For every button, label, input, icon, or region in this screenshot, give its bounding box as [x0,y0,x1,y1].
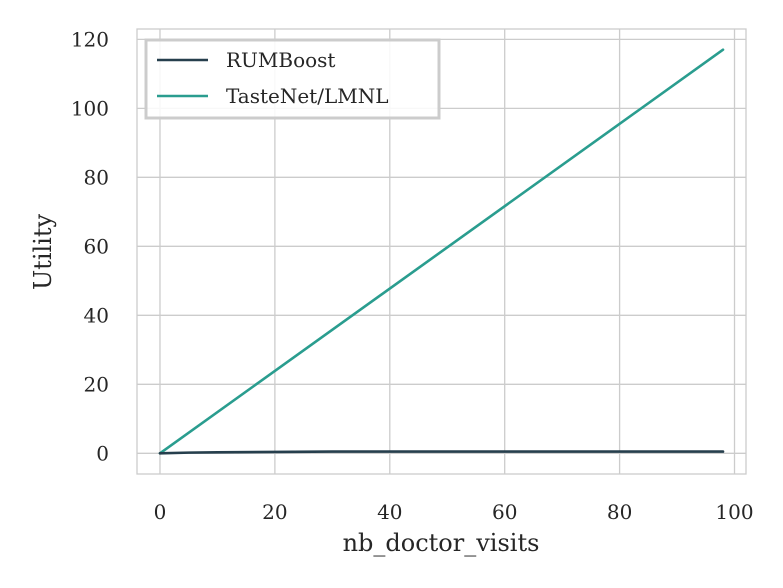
x-tick-label: 80 [607,500,632,524]
series-line-rumboost [158,450,725,455]
y-tick-label: 80 [84,165,109,189]
plot-frame [136,28,747,475]
y-tick-label: 100 [71,96,109,120]
y-tick-label: 0 [96,441,109,465]
y-tick-label: 40 [84,303,109,327]
x-tick-labels: 0 20 40 60 80 100 [154,500,754,524]
y-tick-labels: 0 20 40 60 80 100 120 [71,27,109,465]
x-tick-label: 60 [492,500,517,524]
x-tick-label: 40 [377,500,402,524]
x-tick-label: 100 [715,500,753,524]
y-axis-label: Utility [29,214,57,291]
legend-label-tastenet-lmnl: TasteNet/LMNL [226,84,389,108]
series-line-tastenet-lmnl [158,48,725,455]
legend-label-rumboost: RUMBoost [226,48,335,72]
y-tick-label: 60 [84,234,109,258]
y-tick-label: 120 [71,27,109,51]
legend: RUMBoost TasteNet/LMNL [144,38,441,120]
x-axis-label: nb_doctor_visits [343,529,540,557]
x-tick-label: 20 [262,500,287,524]
legend-box [144,38,441,120]
y-tick-label: 20 [84,372,109,396]
series-layer [158,48,725,455]
x-tick-label: 0 [154,500,167,524]
